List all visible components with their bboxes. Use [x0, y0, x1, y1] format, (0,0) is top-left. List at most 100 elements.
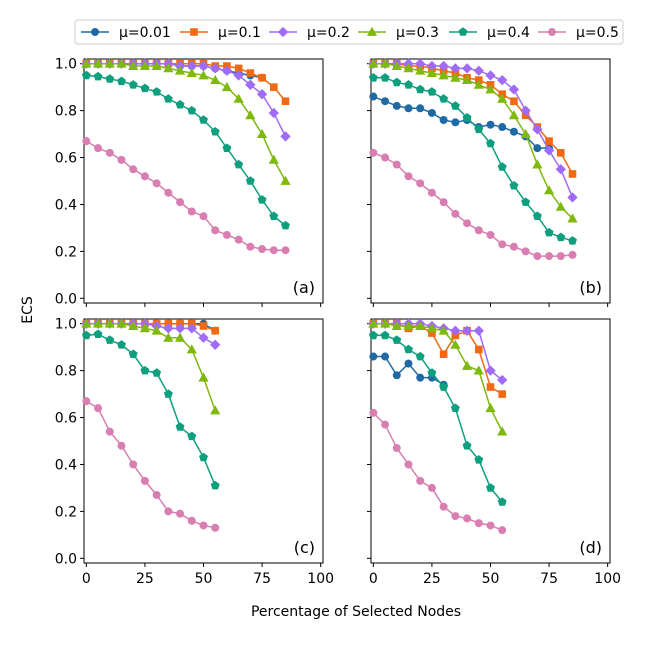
legend-entry: μ=0.3: [358, 25, 439, 41]
data-point: [210, 63, 221, 74]
data-point: [139, 323, 151, 333]
data-point: [211, 523, 220, 532]
data-point: [461, 325, 473, 336]
data-point: [233, 93, 244, 103]
data-point: [486, 383, 495, 391]
data-point: [105, 74, 115, 83]
data-point: [368, 330, 378, 340]
data-point: [416, 373, 425, 382]
plot-frame: [370, 58, 611, 304]
data-point: [258, 245, 267, 254]
data-point: [404, 359, 413, 368]
legend-marker: [366, 26, 378, 36]
data-point: [510, 97, 518, 106]
data-point: [380, 73, 390, 82]
data-point: [392, 77, 402, 87]
data-point: [246, 242, 255, 251]
data-point: [543, 185, 555, 195]
data-point: [427, 188, 436, 197]
data-point: [461, 360, 473, 370]
data-point: [199, 452, 208, 462]
x-tick-label: 75: [540, 571, 558, 587]
data-point: [450, 339, 461, 349]
data-point: [368, 73, 378, 82]
legend-entry: μ=0.4: [449, 25, 530, 41]
data-point: [369, 352, 378, 361]
data-point: [234, 235, 243, 244]
series: [81, 70, 290, 230]
data-point: [520, 128, 531, 138]
x-tick-label: 0: [82, 571, 91, 587]
data-point: [426, 67, 438, 77]
series: [82, 397, 220, 532]
legend-label: μ=0.5: [576, 25, 619, 41]
data-point: [404, 344, 413, 354]
data-point: [533, 144, 542, 153]
data-point: [381, 352, 390, 361]
data-point: [556, 232, 566, 242]
data-point: [392, 444, 401, 453]
data-point: [140, 476, 149, 485]
series-line: [85, 400, 216, 529]
data-point: [152, 490, 161, 499]
panel: 0 25 50 75 100 0.0 0.2 0.4 0.6 0.8 1.0 (c): [55, 317, 334, 587]
data-point: [568, 236, 577, 245]
legend-marker: [458, 27, 468, 36]
series-line: [373, 322, 503, 432]
data-point: [379, 58, 391, 68]
data-point: [521, 247, 530, 256]
series: [82, 319, 220, 335]
y-tick-label: 0.0: [55, 551, 77, 567]
y-tick-label: 0.8: [55, 104, 77, 120]
panel-label: (b): [579, 278, 602, 297]
data-point: [198, 372, 209, 382]
data-point: [139, 60, 151, 70]
data-point: [392, 101, 401, 110]
y-tick-label: 0.6: [55, 411, 77, 427]
data-point: [258, 73, 266, 82]
data-point: [187, 207, 196, 216]
data-point: [439, 350, 448, 358]
data-point: [461, 74, 473, 85]
legend-entry: μ=0.1: [180, 25, 261, 41]
data-point: [128, 349, 138, 358]
data-point: [199, 521, 208, 530]
data-point: [379, 318, 391, 328]
data-point: [485, 402, 496, 413]
legend-entry: μ=0.5: [538, 25, 619, 41]
data-point: [140, 172, 149, 181]
data-point: [152, 87, 162, 96]
data-point: [128, 320, 139, 330]
x-axis-label: Percentage of Selected Nodes: [251, 604, 461, 620]
data-point: [403, 320, 414, 330]
data-point: [473, 79, 484, 89]
data-point: [281, 97, 290, 106]
data-point: [117, 441, 126, 450]
series-line: [86, 333, 216, 486]
series: [81, 318, 221, 415]
data-point: [128, 80, 138, 89]
series-line: [373, 77, 573, 242]
data-point: [269, 83, 278, 91]
data-point: [486, 120, 495, 129]
data-point: [439, 116, 448, 125]
data-point: [545, 137, 553, 145]
y-tick-label: 0.8: [55, 364, 77, 380]
data-point: [381, 97, 390, 106]
x-tick-label: 0: [369, 571, 378, 587]
series-line: [86, 62, 287, 102]
data-point: [532, 211, 542, 220]
data-point: [151, 60, 162, 70]
series: [369, 92, 554, 153]
legend-marker: [548, 27, 557, 36]
data-point: [211, 226, 220, 235]
data-point: [187, 516, 196, 525]
data-point: [498, 123, 507, 132]
data-point: [222, 230, 231, 239]
data-point: [164, 188, 173, 197]
data-point: [497, 497, 507, 506]
series: [369, 319, 507, 398]
y-tick-label: 0.6: [55, 151, 77, 167]
data-point: [281, 220, 290, 230]
data-point: [508, 110, 520, 120]
